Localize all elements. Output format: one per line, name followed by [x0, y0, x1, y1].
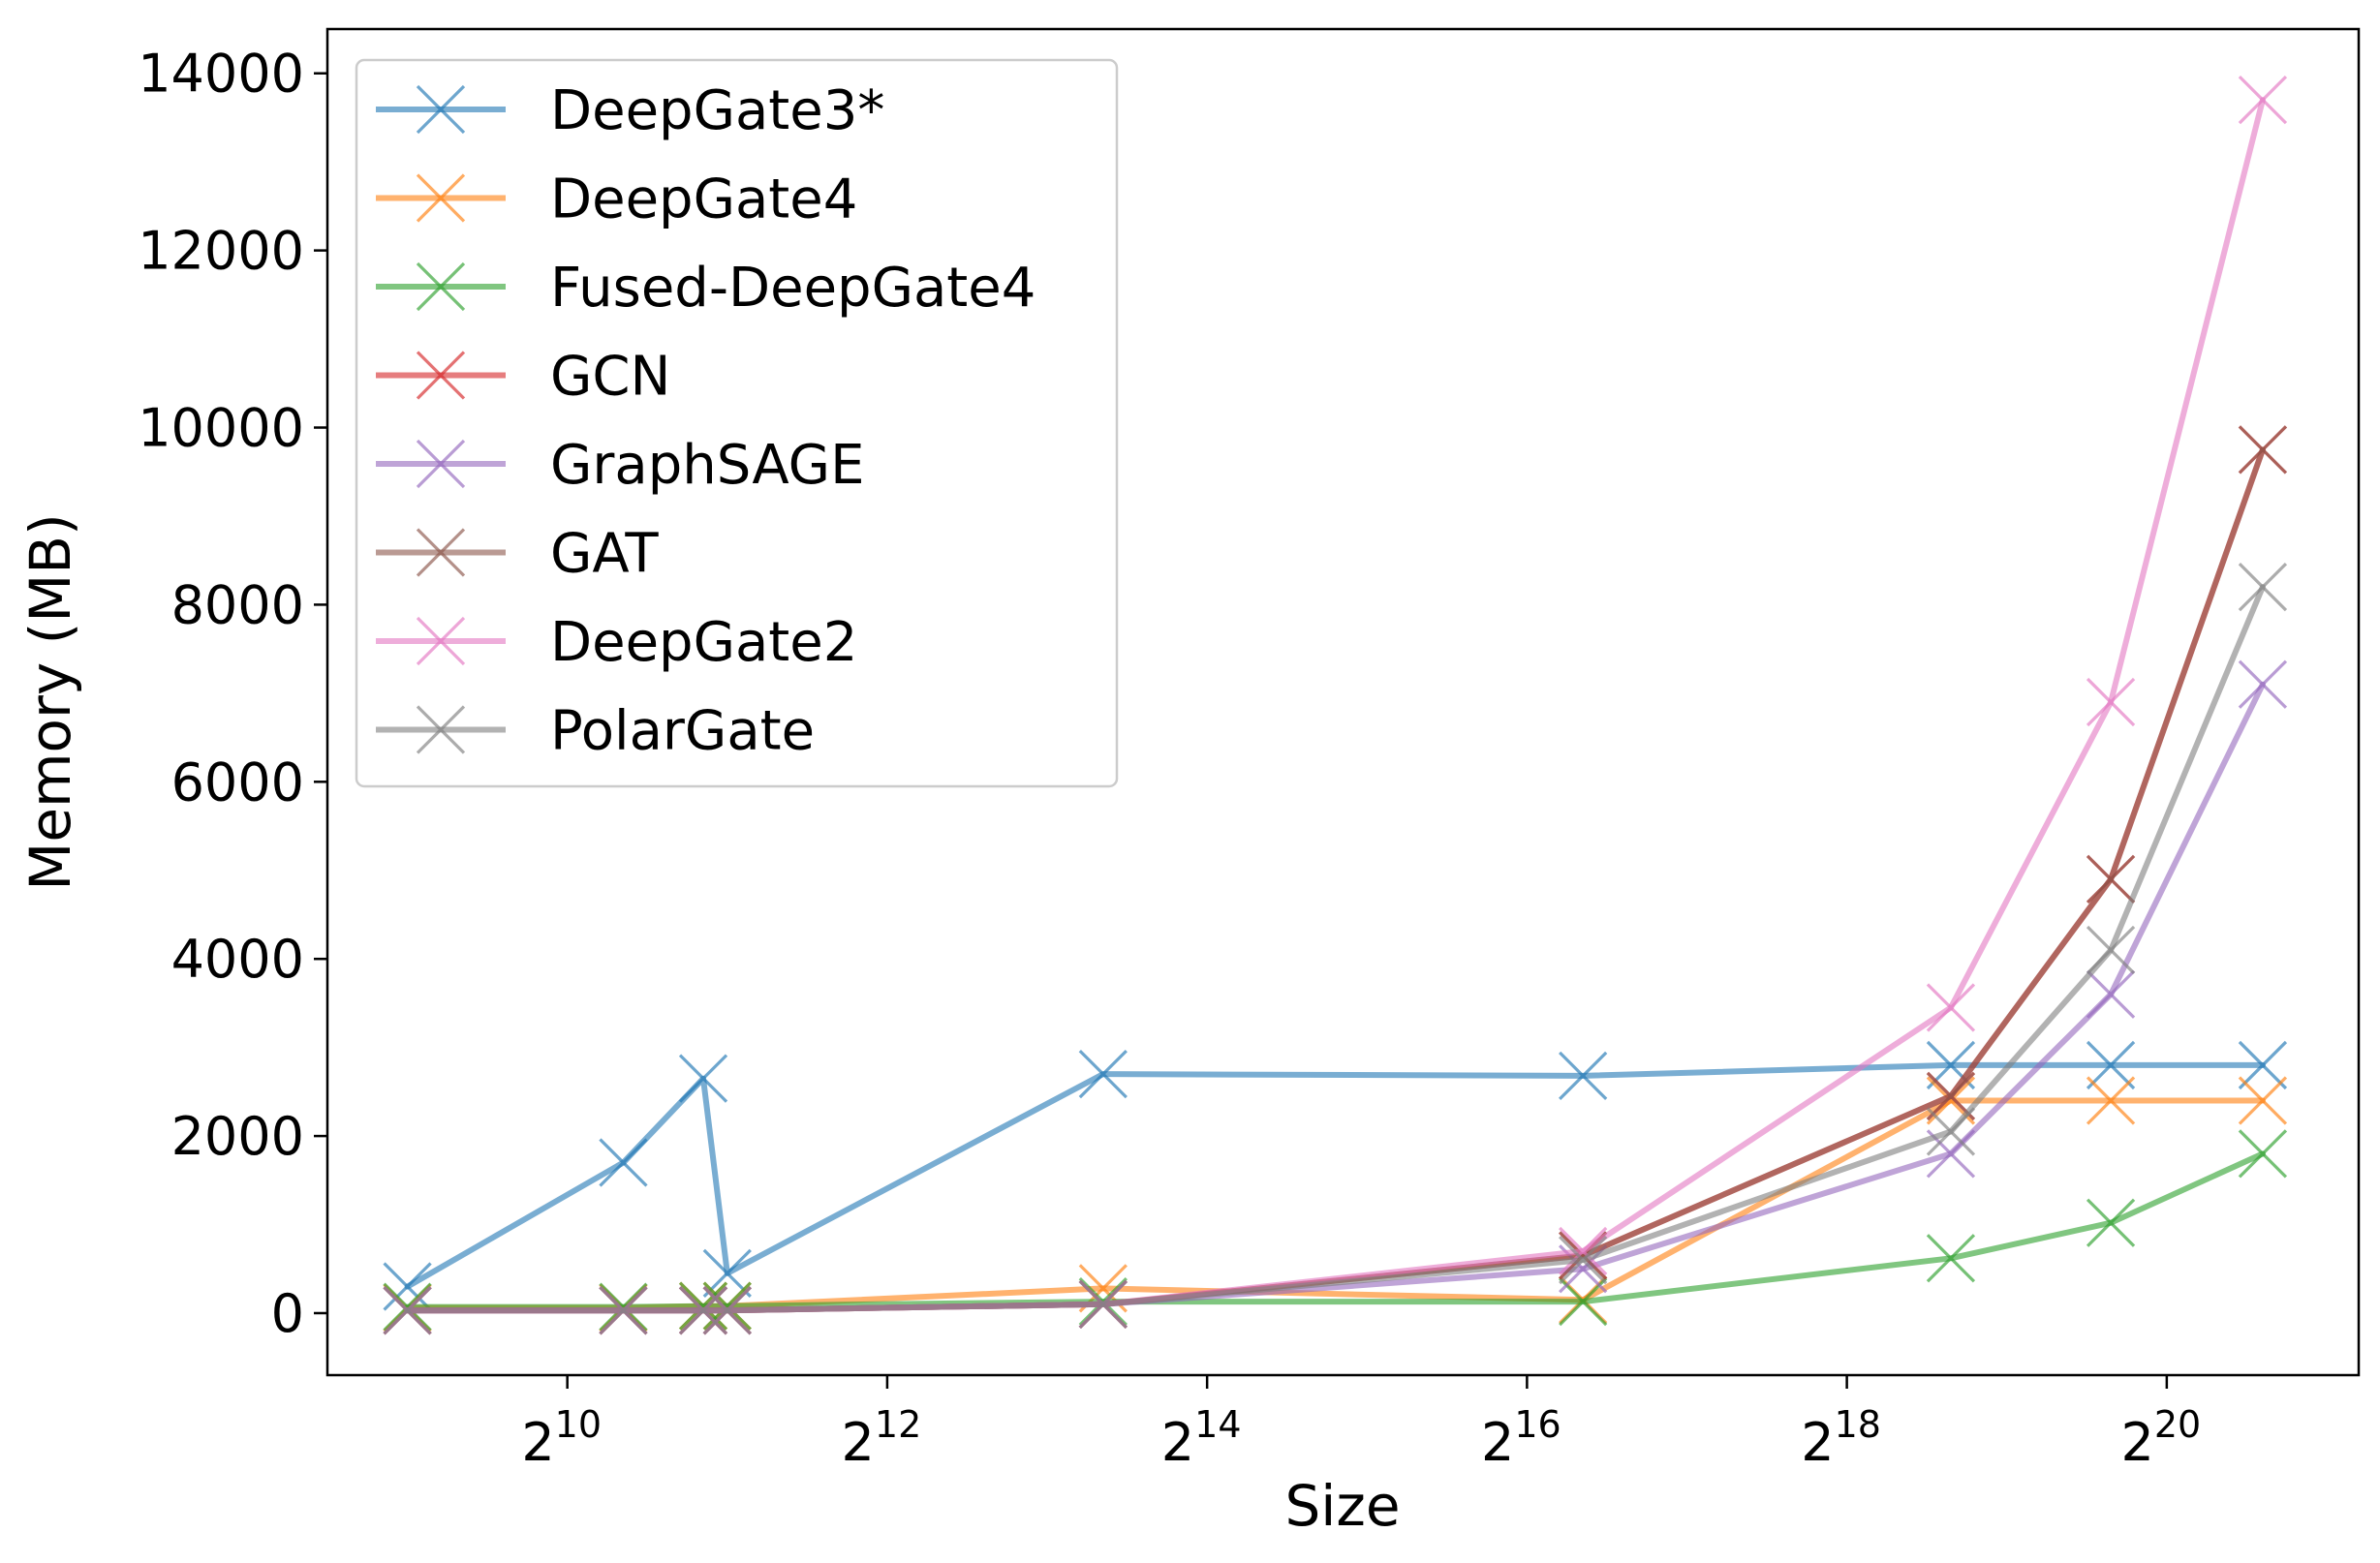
data-point-fused-deepgate4	[599, 1282, 648, 1332]
x-tick-label: 210	[521, 1403, 602, 1473]
x-tick-base: 2	[1481, 1412, 1514, 1473]
legend-entry-deepgate4: DeepGate4	[376, 169, 857, 231]
x-tick-base: 2	[1801, 1412, 1834, 1473]
data-point-gat	[2238, 425, 2288, 475]
legend-entry-deepgate3: DeepGate3*	[376, 79, 884, 142]
x-tick-base: 2	[842, 1412, 875, 1473]
legend-marker-swatch	[416, 439, 466, 489]
data-point-gat	[2086, 854, 2136, 904]
y-tick-label: 12000	[138, 221, 304, 282]
axes-frame	[325, 27, 2361, 1377]
legend-label: PolarGate	[550, 700, 815, 763]
data-point-deepgate2	[2238, 76, 2288, 125]
y-tick-label: 2000	[171, 1106, 304, 1167]
data-point-fused-deepgate4	[702, 1281, 752, 1331]
y-tick-label: 0	[271, 1283, 304, 1344]
data-point-deepgate3	[678, 1054, 728, 1103]
legend-entry-gat: GAT	[376, 523, 659, 586]
data-point-polargate	[1559, 1235, 1608, 1285]
data-point-deepgate3	[2086, 1040, 2136, 1090]
legend-entry-fused-deepgate4: Fused-DeepGate4	[376, 257, 1035, 320]
x-axis-label: Size	[1284, 1473, 1400, 1539]
series-layer	[383, 76, 2288, 1335]
x-tick-base: 2	[1161, 1412, 1194, 1473]
x-tick-base: 2	[521, 1412, 554, 1473]
legend-label: GAT	[550, 523, 659, 586]
y-tick-label: 14000	[138, 44, 304, 105]
legend: DeepGate3* DeepGate4 Fused-DeepGate4 GCN Gra…	[355, 58, 1119, 788]
data-point-polargate	[383, 1286, 432, 1335]
legend-label: Fused-DeepGate4	[550, 257, 1035, 320]
data-point-deepgate3	[599, 1138, 648, 1187]
legend-label: DeepGate2	[550, 611, 857, 674]
data-point-deepgate3	[1078, 1049, 1128, 1099]
data-point-deepgate3	[383, 1262, 432, 1311]
legend-entry-gcn: GCN	[376, 346, 670, 409]
legend-label: GCN	[550, 346, 670, 409]
x-tick-exponent: 10	[555, 1403, 602, 1446]
x-tick-label: 216	[1481, 1403, 1561, 1473]
data-point-deepgate2	[1559, 1226, 1608, 1276]
data-point-deepgate4	[2086, 1076, 2136, 1125]
data-point-fused-deepgate4	[2238, 1129, 2288, 1179]
legend-marker-swatch	[416, 261, 466, 312]
x-tick-base: 2	[2120, 1412, 2153, 1473]
x-tick-exponent: 12	[875, 1403, 921, 1446]
data-point-deepgate2	[2086, 677, 2136, 727]
data-point-fused-deepgate4	[1926, 1234, 1976, 1283]
legend-entry-polargate: PolarGate	[376, 700, 815, 763]
legend-marker-swatch	[416, 528, 466, 577]
x-tick-label: 220	[2120, 1403, 2201, 1473]
legend-marker-swatch	[416, 616, 466, 666]
x-tick-label: 218	[1801, 1403, 1881, 1473]
legend-label: DeepGate3*	[550, 79, 884, 142]
legend-box	[355, 58, 1119, 788]
data-point-polargate	[2086, 925, 2136, 975]
data-point-deepgate4	[2238, 1076, 2288, 1125]
y-tick-label: 6000	[171, 751, 304, 812]
data-point-polargate	[2238, 562, 2288, 612]
y-tick-label: 4000	[171, 929, 304, 990]
x-tick-exponent: 20	[2154, 1403, 2201, 1446]
data-point-polargate	[702, 1286, 752, 1335]
data-point-polargate	[678, 1286, 728, 1335]
data-point-graphsage	[2238, 659, 2288, 709]
legend-entry-graphsage: GraphSAGE	[376, 434, 864, 497]
data-point-polargate	[1078, 1279, 1128, 1329]
x-tick-exponent: 18	[1835, 1403, 1881, 1446]
legend-label: GraphSAGE	[550, 434, 864, 497]
series-polargate	[383, 562, 2288, 1335]
y-axis-label: Memory (MB)	[17, 513, 83, 890]
x-tick-label: 214	[1161, 1403, 1242, 1473]
legend-marker-swatch	[416, 173, 466, 223]
data-point-polargate	[599, 1286, 648, 1335]
data-point-graphsage	[2086, 969, 2136, 1019]
legend-entry-deepgate2: DeepGate2	[376, 611, 857, 674]
x-tick-label: 212	[842, 1403, 922, 1473]
data-point-fused-deepgate4	[383, 1282, 432, 1332]
y-axis-ticks: 0 2000 4000 6000 8000 10000 12000 14000	[138, 44, 327, 1344]
y-tick-label: 10000	[138, 398, 304, 459]
x-tick-exponent: 16	[1514, 1403, 1561, 1446]
x-axis-ticks: 210 212 214 216 218 220	[521, 1375, 2201, 1473]
legend-marker-swatch	[416, 705, 466, 754]
data-point-deepgate3	[1559, 1051, 1608, 1101]
data-point-polargate	[1926, 1107, 1976, 1156]
x-tick-exponent: 14	[1194, 1403, 1241, 1446]
legend-label: DeepGate4	[550, 169, 857, 231]
data-point-fused-deepgate4	[678, 1281, 728, 1331]
data-point-deepgate2	[1926, 983, 1976, 1032]
data-point-deepgate3	[2238, 1040, 2288, 1090]
legend-marker-swatch	[416, 84, 466, 135]
y-tick-label: 8000	[171, 574, 304, 635]
legend-marker-swatch	[416, 351, 466, 400]
data-point-fused-deepgate4	[2086, 1198, 2136, 1247]
